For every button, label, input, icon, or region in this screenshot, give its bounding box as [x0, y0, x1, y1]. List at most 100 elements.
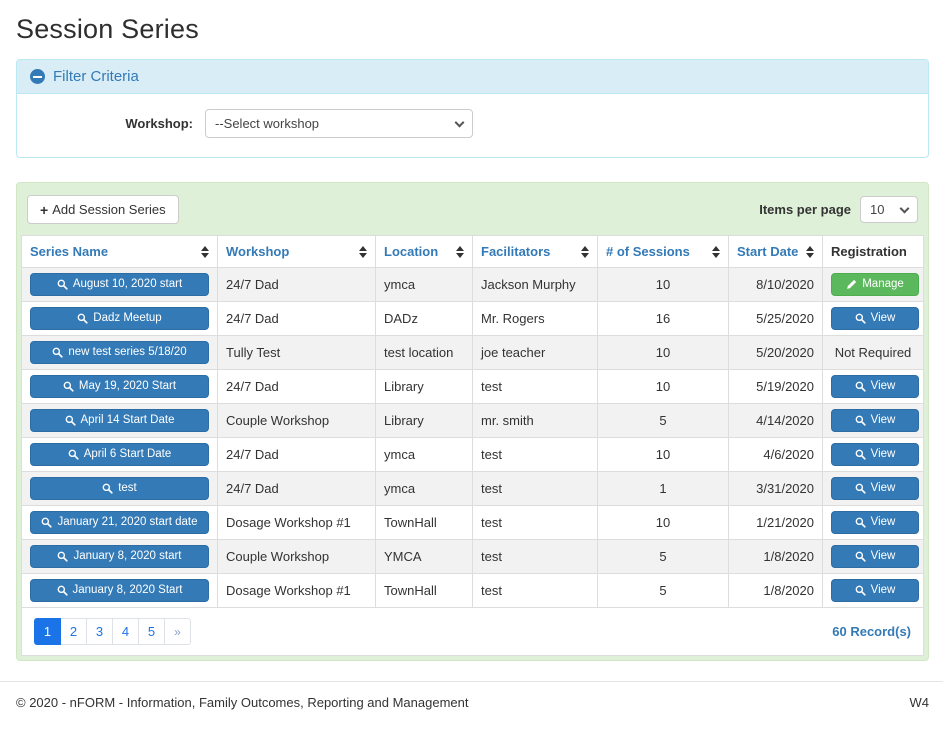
series-name-button[interactable]: new test series 5/18/20	[30, 341, 209, 364]
sort-icon	[359, 245, 367, 258]
filter-criteria-body: Workshop: --Select workshop	[17, 94, 928, 157]
add-session-series-button[interactable]: + Add Session Series	[27, 195, 179, 224]
table-row: new test series 5/18/20 Tully Test test …	[21, 335, 924, 370]
table-row: August 10, 2020 start 24/7 Dad ymca Jack…	[21, 267, 924, 302]
start-date-cell: 1/8/2020	[728, 573, 823, 608]
sort-icon	[712, 245, 720, 258]
column-header-facilitators[interactable]: Facilitators	[472, 235, 598, 268]
view-button-label: View	[870, 311, 896, 324]
items-per-page-select[interactable]: 10	[860, 196, 918, 223]
workshop-cell: 24/7 Dad	[217, 301, 376, 336]
facilitators-cell: test	[472, 369, 598, 404]
sessions-cell: 5	[597, 573, 729, 608]
column-header--of-sessions[interactable]: # of Sessions	[597, 235, 729, 268]
series-name-button[interactable]: test	[30, 477, 209, 500]
location-cell: Library	[375, 403, 473, 438]
location-cell: TownHall	[375, 573, 473, 608]
view-button-label: View	[870, 413, 896, 426]
pagination-page-3[interactable]: 3	[86, 618, 113, 645]
series-name-button[interactable]: January 21, 2020 start date	[30, 511, 209, 534]
search-icon	[57, 585, 68, 596]
start-date-cell: 5/25/2020	[728, 301, 823, 336]
column-header-label: Start Date	[737, 244, 799, 259]
facilitators-cell: test	[472, 471, 598, 506]
column-header-workshop[interactable]: Workshop	[217, 235, 376, 268]
location-cell: ymca	[375, 471, 473, 506]
facilitators-cell: joe teacher	[472, 335, 598, 370]
column-header-registration: Registration	[822, 235, 924, 268]
workshop-cell: 24/7 Dad	[217, 471, 376, 506]
column-header-start-date[interactable]: Start Date	[728, 235, 823, 268]
search-icon	[855, 313, 866, 324]
pagination-page-4[interactable]: 4	[112, 618, 139, 645]
series-name-button[interactable]: January 8, 2020 start	[30, 545, 209, 568]
series-name-label: new test series 5/18/20	[68, 345, 187, 358]
view-button[interactable]: View	[831, 511, 919, 534]
view-button[interactable]: View	[831, 545, 919, 568]
workshop-select[interactable]: --Select workshop	[205, 109, 473, 138]
sort-icon	[806, 245, 814, 258]
series-name-button[interactable]: April 6 Start Date	[30, 443, 209, 466]
column-header-label: # of Sessions	[606, 244, 690, 259]
series-name-label: test	[118, 481, 137, 494]
series-name-button[interactable]: January 8, 2020 Start	[30, 579, 209, 602]
table-row: Dadz Meetup 24/7 Dad DADz Mr. Rogers 16 …	[21, 301, 924, 336]
series-name-label: April 6 Start Date	[83, 447, 172, 460]
footer-version: W4	[909, 695, 930, 710]
table-row: May 19, 2020 Start 24/7 Dad Library test…	[21, 369, 924, 404]
sessions-cell: 16	[597, 301, 729, 336]
items-per-page-label: Items per page	[759, 202, 851, 217]
search-icon	[52, 347, 64, 358]
search-icon	[57, 279, 68, 290]
pagination-next[interactable]: »	[164, 618, 191, 645]
registration-cell: View	[822, 471, 924, 506]
table-row: January 21, 2020 start date Dosage Works…	[21, 505, 924, 540]
manage-button[interactable]: Manage	[831, 273, 919, 296]
pagination-page-2[interactable]: 2	[60, 618, 87, 645]
view-button-label: View	[870, 583, 896, 596]
view-button[interactable]: View	[831, 409, 919, 432]
view-button[interactable]: View	[831, 443, 919, 466]
series-name-button[interactable]: August 10, 2020 start	[30, 273, 209, 296]
table-row: January 8, 2020 Start Dosage Workshop #1…	[21, 573, 924, 608]
series-name-label: May 19, 2020 Start	[78, 379, 177, 392]
workshop-cell: Couple Workshop	[217, 403, 376, 438]
table-header-row: Series Name Workshop Location Facilitato…	[21, 235, 924, 268]
record-count: 60 Record(s)	[832, 624, 911, 639]
table-row: test 24/7 Dad ymca test 1 3/31/2020 View	[21, 471, 924, 506]
registration-cell: View	[822, 505, 924, 540]
workshop-cell: 24/7 Dad	[217, 267, 376, 302]
sessions-cell: 10	[597, 267, 729, 302]
location-cell: ymca	[375, 437, 473, 472]
table-footer: 1 2 3 4 5» 60 Record(s)	[21, 608, 924, 656]
view-button[interactable]: View	[831, 307, 919, 330]
view-button[interactable]: View	[831, 375, 919, 398]
search-icon	[855, 483, 866, 494]
registration-cell: View	[822, 437, 924, 472]
column-header-label: Registration	[831, 244, 907, 259]
view-button[interactable]: View	[831, 579, 919, 602]
series-name-label: January 8, 2020 start	[73, 549, 182, 562]
view-button-label: View	[870, 379, 896, 392]
site-footer: © 2020 - nFORM - Information, Family Out…	[0, 681, 943, 730]
sessions-cell: 1	[597, 471, 729, 506]
filter-criteria-header[interactable]: Filter Criteria	[17, 60, 928, 94]
location-cell: test location	[375, 335, 473, 370]
column-header-location[interactable]: Location	[375, 235, 473, 268]
view-button[interactable]: View	[831, 477, 919, 500]
series-name-button[interactable]: April 14 Start Date	[30, 409, 209, 432]
main-content: Session Series Filter Criteria Workshop:…	[16, 14, 929, 661]
manage-button-label: Manage	[862, 277, 904, 290]
pagination-page-1[interactable]: 1	[34, 618, 61, 645]
column-header-label: Workshop	[226, 244, 290, 259]
facilitators-cell: test	[472, 539, 598, 574]
start-date-cell: 1/8/2020	[728, 539, 823, 574]
series-name-label: January 8, 2020 Start	[72, 583, 183, 596]
series-name-button[interactable]: Dadz Meetup	[30, 307, 209, 330]
series-name-label: April 14 Start Date	[80, 413, 175, 426]
facilitators-cell: mr. smith	[472, 403, 598, 438]
column-header-series-name[interactable]: Series Name	[21, 235, 218, 268]
series-name-button[interactable]: May 19, 2020 Start	[30, 375, 209, 398]
registration-cell: View	[822, 573, 924, 608]
pagination-page-5[interactable]: 5	[138, 618, 165, 645]
